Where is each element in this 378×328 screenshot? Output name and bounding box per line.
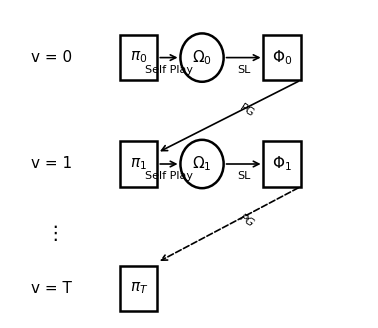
Bar	[120, 266, 157, 311]
Text: SL: SL	[237, 65, 250, 75]
Text: $\Omega_0$: $\Omega_0$	[192, 48, 212, 67]
Text: v = 0: v = 0	[31, 50, 72, 65]
Bar	[120, 141, 157, 187]
Text: $\Phi_0$: $\Phi_0$	[272, 48, 292, 67]
Text: $\Phi_1$: $\Phi_1$	[272, 154, 292, 174]
Text: $\pi_0$: $\pi_0$	[130, 50, 147, 66]
Text: PG: PG	[237, 102, 256, 119]
Text: Self Play: Self Play	[145, 171, 193, 181]
Text: $\Omega_1$: $\Omega_1$	[192, 154, 212, 174]
Ellipse shape	[180, 140, 224, 188]
Ellipse shape	[180, 33, 224, 82]
Text: v = T: v = T	[31, 281, 72, 296]
Text: PG: PG	[237, 212, 256, 229]
Bar	[263, 141, 301, 187]
Text: SL: SL	[237, 171, 250, 181]
Text: Self Play: Self Play	[145, 65, 193, 75]
Text: $\pi_T$: $\pi_T$	[130, 280, 148, 296]
Text: $\pi_1$: $\pi_1$	[130, 156, 147, 172]
Bar	[263, 35, 301, 80]
Text: $\vdots$: $\vdots$	[45, 223, 57, 243]
Bar	[120, 35, 157, 80]
Text: v = 1: v = 1	[31, 156, 72, 172]
